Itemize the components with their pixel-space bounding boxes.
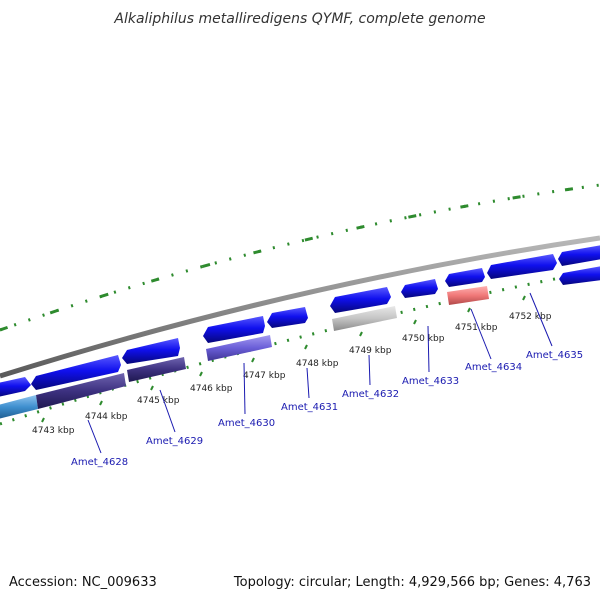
- feature-arrow[interactable]: [203, 316, 265, 343]
- tick-label: 4746 kbp: [190, 384, 233, 394]
- gc-skew-outer-peaks: [0, 183, 600, 332]
- tick-label: 4744 kbp: [85, 412, 128, 422]
- feature-block[interactable]: [127, 357, 186, 382]
- feature-arrow[interactable]: [558, 245, 600, 266]
- gene-label-leaders: [87, 292, 553, 454]
- leader-line: [427, 325, 430, 373]
- tick-mark: [522, 295, 526, 301]
- gene-label[interactable]: Amet_4631: [281, 402, 338, 413]
- leader-line: [470, 308, 492, 360]
- feature-block[interactable]: [0, 395, 38, 419]
- feature-arrow[interactable]: [0, 377, 31, 397]
- feature-block[interactable]: [36, 373, 126, 409]
- leader-line: [159, 389, 176, 433]
- feature-block[interactable]: [332, 306, 397, 331]
- tick-label: 4750 kbp: [402, 334, 445, 344]
- tick-mark: [199, 371, 203, 377]
- tick-mark: [99, 400, 103, 406]
- gene-label[interactable]: Amet_4634: [465, 362, 522, 373]
- gene-label[interactable]: Amet_4628: [71, 457, 128, 468]
- genome-summary-text: Topology: circular; Length: 4,929,566 bp…: [233, 575, 591, 590]
- leader-line: [243, 362, 246, 415]
- feature-arrow[interactable]: [122, 338, 180, 364]
- tick-label: 4747 kbp: [243, 371, 286, 381]
- map-title: Alkaliphilus metalliredigens QYMF, compl…: [113, 11, 485, 27]
- leader-line: [368, 354, 371, 386]
- leader-line: [306, 367, 310, 399]
- tick-mark: [359, 331, 363, 337]
- tick-label: 4749 kbp: [349, 346, 392, 356]
- gene-label[interactable]: Amet_4630: [218, 418, 275, 429]
- feature-arrow[interactable]: [445, 268, 485, 287]
- accession-text: Accession: NC_009633: [9, 575, 157, 590]
- forward-feature-track: [0, 245, 600, 397]
- tick-mark: [251, 357, 255, 363]
- scale-ticks: 4743 kbp 4744 kbp 4745 kbp 4746 kbp 4747…: [32, 295, 552, 436]
- tick-mark: [413, 319, 417, 325]
- gene-label[interactable]: Amet_4633: [402, 376, 459, 387]
- leader-line: [87, 419, 102, 454]
- gc-skew-track: [0, 183, 600, 426]
- gene-label[interactable]: Amet_4635: [526, 350, 583, 361]
- feature-block[interactable]: [447, 286, 489, 305]
- reverse-feature-track: [0, 266, 600, 419]
- gene-label[interactable]: Amet_4629: [146, 436, 203, 447]
- tick-label: 4752 kbp: [509, 312, 552, 322]
- feature-arrow[interactable]: [487, 254, 557, 279]
- feature-arrow[interactable]: [401, 279, 438, 298]
- feature-arrow[interactable]: [330, 287, 391, 313]
- tick-label: 4743 kbp: [32, 426, 75, 436]
- feature-arrow[interactable]: [31, 355, 121, 390]
- leader-line: [529, 292, 553, 347]
- tick-mark: [467, 307, 471, 313]
- tick-mark: [41, 417, 45, 423]
- tick-mark: [150, 385, 154, 391]
- feature-arrow[interactable]: [267, 307, 308, 328]
- tick-label: 4745 kbp: [137, 396, 180, 406]
- genome-backbone: [0, 235, 600, 379]
- tick-label: 4751 kbp: [455, 323, 498, 333]
- tick-label: 4748 kbp: [296, 359, 339, 369]
- gene-label[interactable]: Amet_4632: [342, 389, 399, 400]
- tick-mark: [304, 344, 308, 350]
- feature-block[interactable]: [206, 335, 272, 361]
- feature-arrow[interactable]: [559, 266, 600, 285]
- gene-labels: Amet_4628 Amet_4629 Amet_4630 Amet_4631 …: [71, 350, 583, 468]
